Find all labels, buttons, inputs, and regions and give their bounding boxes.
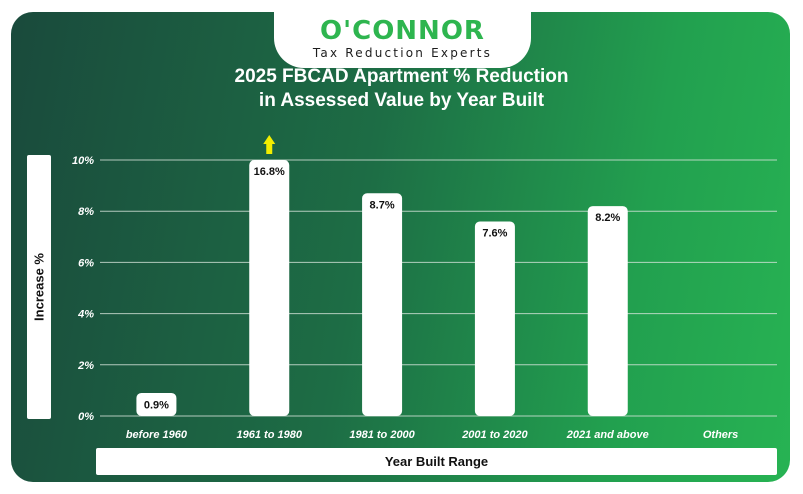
y-tick-label: 10%: [72, 155, 94, 167]
y-tick-label: 4%: [77, 309, 94, 321]
bar-data-label: 8.2%: [595, 212, 620, 224]
y-tick-label: 0%: [78, 411, 94, 423]
chart-title-line-2: in Assessed Value by Year Built: [258, 90, 545, 111]
bar: [136, 392, 177, 416]
x-tick-label: before 1960: [126, 429, 188, 441]
overflow-arrow-icon: [263, 135, 276, 154]
bar: [249, 160, 290, 416]
chart-title-line-1: 2025 FBCAD Apartment % Reduction: [234, 66, 569, 87]
bar: [587, 206, 628, 416]
bar-data-label: 7.6%: [482, 227, 507, 239]
x-axis-label: Year Built Range: [96, 448, 777, 475]
bar: [474, 221, 515, 416]
bar-data-label: 0.9%: [144, 399, 169, 411]
logo-tab: O'CONNOR Tax Reduction Experts: [274, 12, 531, 68]
x-tick-label: Others: [703, 429, 738, 441]
y-axis-label-box: Increase %: [27, 155, 51, 419]
y-tick-label: 6%: [78, 257, 94, 269]
y-tick-label: 2%: [77, 360, 94, 372]
chart-title: 2025 FBCAD Apartment % Reduction in Asse…: [0, 65, 803, 113]
y-tick-label: 8%: [78, 206, 94, 218]
bar-data-label: 8.7%: [370, 199, 395, 211]
bar-data-label: 16.8%: [254, 166, 285, 178]
bar: [362, 193, 403, 416]
x-tick-label: 1981 to 2000: [349, 429, 415, 441]
x-tick-label: 1961 to 1980: [237, 429, 303, 441]
x-tick-label: 2001 to 2020: [461, 429, 528, 441]
x-tick-label: 2021 and above: [566, 429, 649, 441]
brand-tagline: Tax Reduction Experts: [312, 46, 493, 60]
brand-logo: O'CONNOR: [320, 16, 485, 46]
